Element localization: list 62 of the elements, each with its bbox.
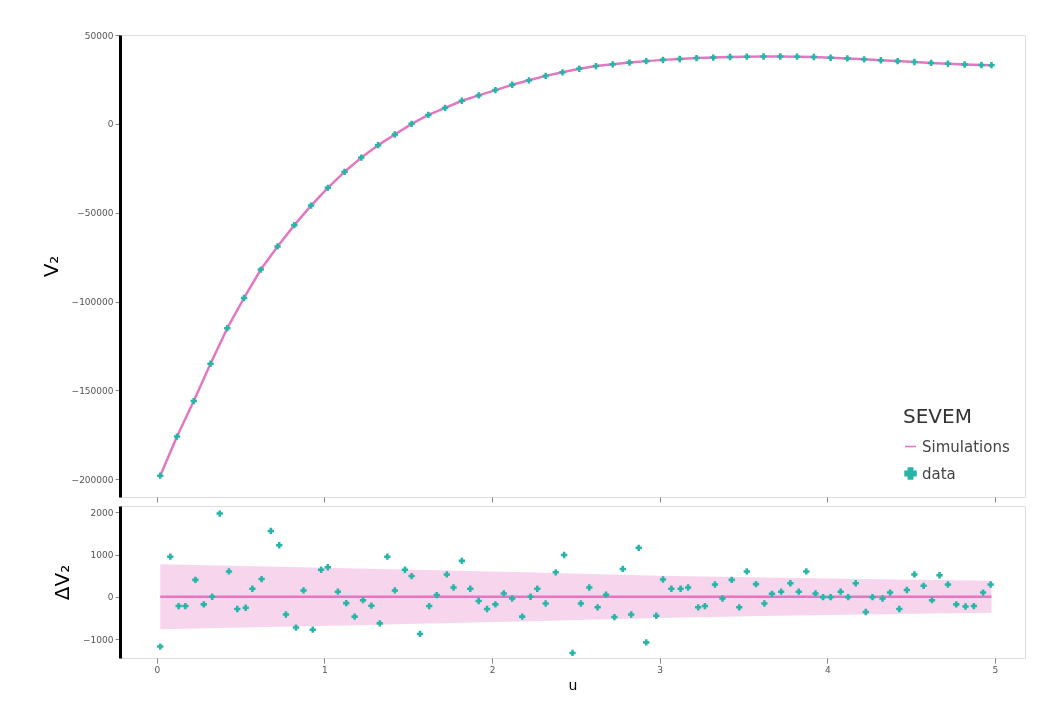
point (291, 221, 298, 229)
point (559, 69, 566, 76)
point (408, 120, 415, 128)
point (643, 57, 650, 65)
point (458, 97, 466, 104)
point (257, 266, 264, 273)
y-tick-label: −50000 (77, 208, 114, 219)
legend-label: data (922, 464, 956, 483)
point (576, 65, 583, 72)
point (710, 54, 717, 61)
point (509, 81, 516, 88)
point (157, 472, 164, 479)
y-axis-title: V₂ (38, 255, 63, 278)
point (844, 55, 851, 62)
y-tick-label: −150000 (71, 385, 114, 396)
point (358, 154, 365, 161)
point (190, 397, 197, 405)
point (492, 86, 499, 94)
x-tick-label: 2 (489, 664, 496, 675)
point (743, 53, 750, 60)
point (207, 360, 214, 367)
point (626, 59, 633, 66)
point (827, 54, 834, 61)
y-tick-label: 0 (107, 119, 114, 130)
point (693, 54, 700, 62)
x-tick-label: 1 (322, 664, 328, 675)
y-tick-label: 0 (107, 592, 114, 603)
y-tick-label: 1000 (90, 550, 114, 561)
y-tick-label: 2000 (90, 507, 114, 518)
legend-title: SEVEM (903, 404, 972, 428)
x-tick-label: 3 (657, 664, 664, 675)
point (542, 72, 549, 80)
point (224, 325, 231, 332)
x-tick-label: 4 (824, 664, 831, 675)
y-tick-label: −100000 (71, 297, 114, 308)
x-tick-label: 5 (992, 664, 999, 675)
point (911, 58, 918, 66)
point (525, 77, 533, 84)
point (307, 202, 315, 209)
x-axis-title: u (568, 676, 578, 693)
point (894, 57, 901, 65)
point (475, 92, 482, 99)
point (391, 131, 399, 138)
legend-label: Simulations (922, 437, 1010, 456)
point (961, 61, 968, 68)
point (860, 56, 868, 63)
point (988, 62, 995, 69)
point (341, 168, 348, 175)
point (760, 53, 767, 60)
point (777, 53, 784, 60)
point (173, 433, 181, 440)
x-tick-label: 0 (154, 664, 161, 675)
y-tick-label: −1000 (83, 634, 114, 645)
point (978, 61, 985, 69)
y-tick-label: 50000 (84, 30, 114, 41)
y-axis-title: ΔV₂ (50, 564, 75, 601)
point (274, 243, 281, 250)
point (425, 111, 432, 119)
point (793, 53, 801, 60)
y-tick-label: −200000 (71, 474, 114, 485)
point (609, 61, 616, 68)
point (676, 55, 683, 63)
